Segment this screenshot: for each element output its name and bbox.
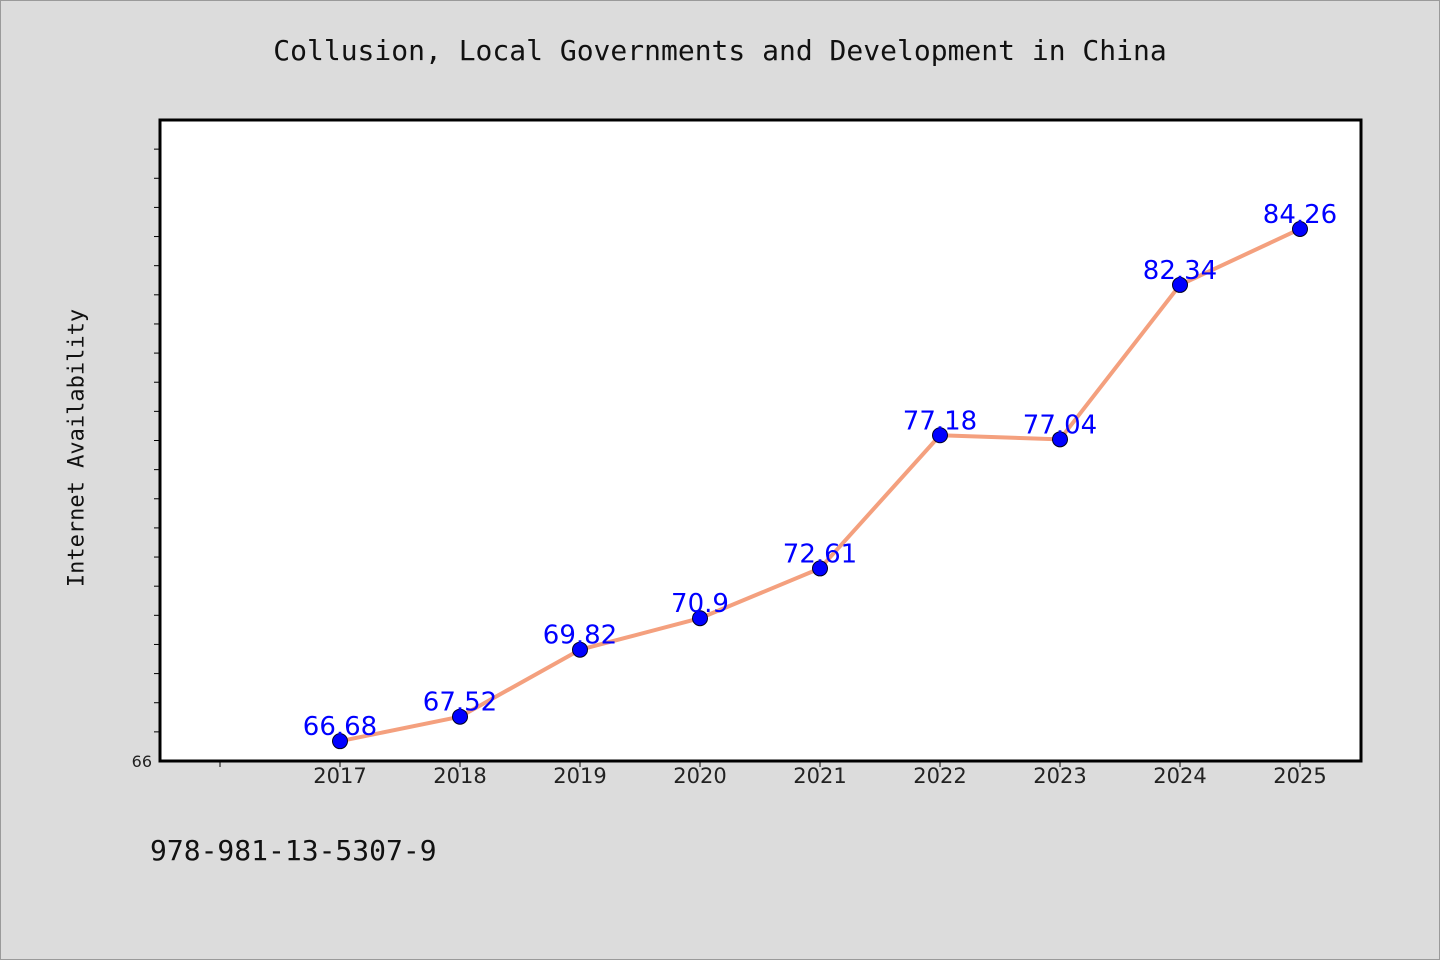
x-tick-label: 2023 xyxy=(1033,764,1086,788)
data-label: 84.26 xyxy=(1263,200,1337,230)
x-tick-label: 2020 xyxy=(673,764,726,788)
x-tick-label: 2017 xyxy=(313,764,366,788)
data-label: 72.61 xyxy=(783,539,857,569)
data-point xyxy=(572,641,588,658)
data-point xyxy=(812,560,828,577)
data-label: 77.04 xyxy=(1023,410,1097,440)
data-point xyxy=(452,708,468,725)
data-point xyxy=(932,427,948,444)
data-label: 82.34 xyxy=(1143,256,1217,286)
data-label: 70.9 xyxy=(671,589,729,619)
data-point xyxy=(1172,276,1188,293)
data-label: 77.18 xyxy=(903,406,977,436)
data-point xyxy=(1292,220,1308,237)
data-label: 66.68 xyxy=(303,712,377,742)
x-tick-label: 2025 xyxy=(1273,764,1326,788)
x-tick-label: 2021 xyxy=(793,764,846,788)
y-tick-label: 66 xyxy=(132,752,152,771)
series-layer: 66.68 67.52 69.82 70.9 72.61 77.18 77.04 82.34 8… xyxy=(303,200,1337,750)
x-tick-label: 2018 xyxy=(433,764,486,788)
plot-area xyxy=(158,118,1363,763)
x-tick-label: 2022 xyxy=(913,764,966,788)
footnote-isbn: 978-981-13-5307-9 xyxy=(150,834,437,867)
x-axis-ticks: 2017 2018 2019 2020 2021 2022 2023 2024 2025 xyxy=(219,761,1327,788)
data-label: 69.82 xyxy=(543,621,617,651)
data-point xyxy=(1052,431,1068,448)
data-label: 67.52 xyxy=(423,688,497,718)
chart-title: Collusion, Local Governments and Develop… xyxy=(273,34,1167,67)
data-point xyxy=(692,610,708,627)
x-tick-label: 2019 xyxy=(553,764,606,788)
x-tick-label: 2024 xyxy=(1153,764,1206,788)
data-point xyxy=(332,733,348,750)
y-axis-ticks: 66 xyxy=(132,148,160,771)
